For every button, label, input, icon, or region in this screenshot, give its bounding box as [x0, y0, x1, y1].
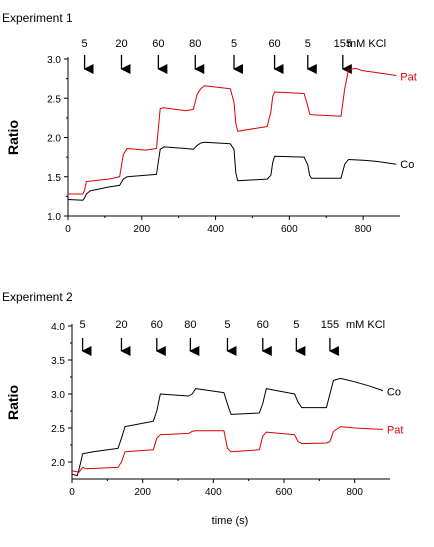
experiment-1-plot: 1.0 1.5 2.0 2.5 3.0 0 200 400 600 800 Ratio 5 20 60 80…: [5, 38, 417, 235]
x-tick-label: 0: [69, 487, 75, 498]
stimulus-label: 20: [115, 38, 127, 50]
stimulus-label: 60: [152, 38, 164, 50]
y-tick-label: 2.5: [51, 424, 65, 435]
x-axis-label: time (s): [212, 515, 249, 527]
stimulus-label: 5: [224, 319, 230, 331]
series-line-co: [71, 377, 384, 477]
unit-label: mM KCl: [346, 319, 385, 331]
x-tick-label: 800: [346, 487, 363, 498]
stimulus-label: 5: [231, 38, 237, 50]
experiment-2-panel: Experiment 2 2.0 2.5 3.0 3.5 4.0 0 200 400 600 80…: [2, 290, 403, 498]
panel-title: Experiment 1: [2, 11, 73, 25]
y-axis-label: Ratio: [5, 385, 21, 420]
y-tick-label: 3.0: [47, 55, 61, 66]
y-tick-label: 1.5: [47, 173, 61, 184]
stimulus-label: 60: [151, 319, 163, 331]
series-label-pat: Pat: [400, 71, 417, 83]
series-label-co: Co: [400, 159, 414, 171]
stimulus-label: 80: [184, 319, 196, 331]
x-tick-label: 800: [355, 224, 372, 235]
series-line-pat: [71, 426, 383, 473]
panel-title: Experiment 2: [2, 290, 73, 304]
x-tick-label: 400: [207, 224, 224, 235]
stimulus-label: 155: [321, 319, 339, 331]
y-tick-label: 4.0: [51, 322, 65, 333]
x-tick-label: 600: [276, 487, 293, 498]
y-tick-label: 3.0: [51, 390, 65, 401]
y-tick-label: 3.5: [51, 356, 65, 367]
stimulus-label: 5: [305, 38, 311, 50]
stimulus-label: 80: [189, 38, 201, 50]
unit-label: mM KCl: [347, 38, 386, 50]
x-tick-label: 600: [281, 224, 298, 235]
stimulus-label: 60: [257, 319, 269, 331]
experiment-1-panel: Experiment 1 1.0 1.5 2.0 2.5 3.0 0 200 400 600 80…: [2, 11, 417, 235]
y-tick-label: 1.0: [47, 212, 61, 223]
y-tick-label: 2.0: [51, 458, 65, 469]
series-line-co: [67, 141, 397, 201]
series-label-pat: Pat: [387, 424, 404, 436]
x-tick-label: 400: [205, 487, 222, 498]
y-axis-label: Ratio: [5, 120, 21, 155]
x-tick-label: 200: [133, 224, 150, 235]
y-tick-label: 2.5: [47, 94, 61, 105]
stimulus-label: 60: [268, 38, 280, 50]
x-tick-label: 0: [65, 224, 71, 235]
stimulus-label: 155: [334, 38, 352, 50]
series-line-pat: [68, 67, 397, 195]
stimulus-label: 20: [115, 319, 127, 331]
stimulus-label: 5: [82, 38, 88, 50]
x-tick-label: 200: [134, 487, 151, 498]
y-tick-label: 2.0: [47, 134, 61, 145]
experiment-2-plot: 2.0 2.5 3.0 3.5 4.0 0 200 400 600 800 Ratio 5 20 60 80…: [5, 319, 403, 498]
stimulus-label: 5: [293, 319, 299, 331]
series-label-co: Co: [387, 387, 401, 399]
stimulus-label: 5: [80, 319, 86, 331]
